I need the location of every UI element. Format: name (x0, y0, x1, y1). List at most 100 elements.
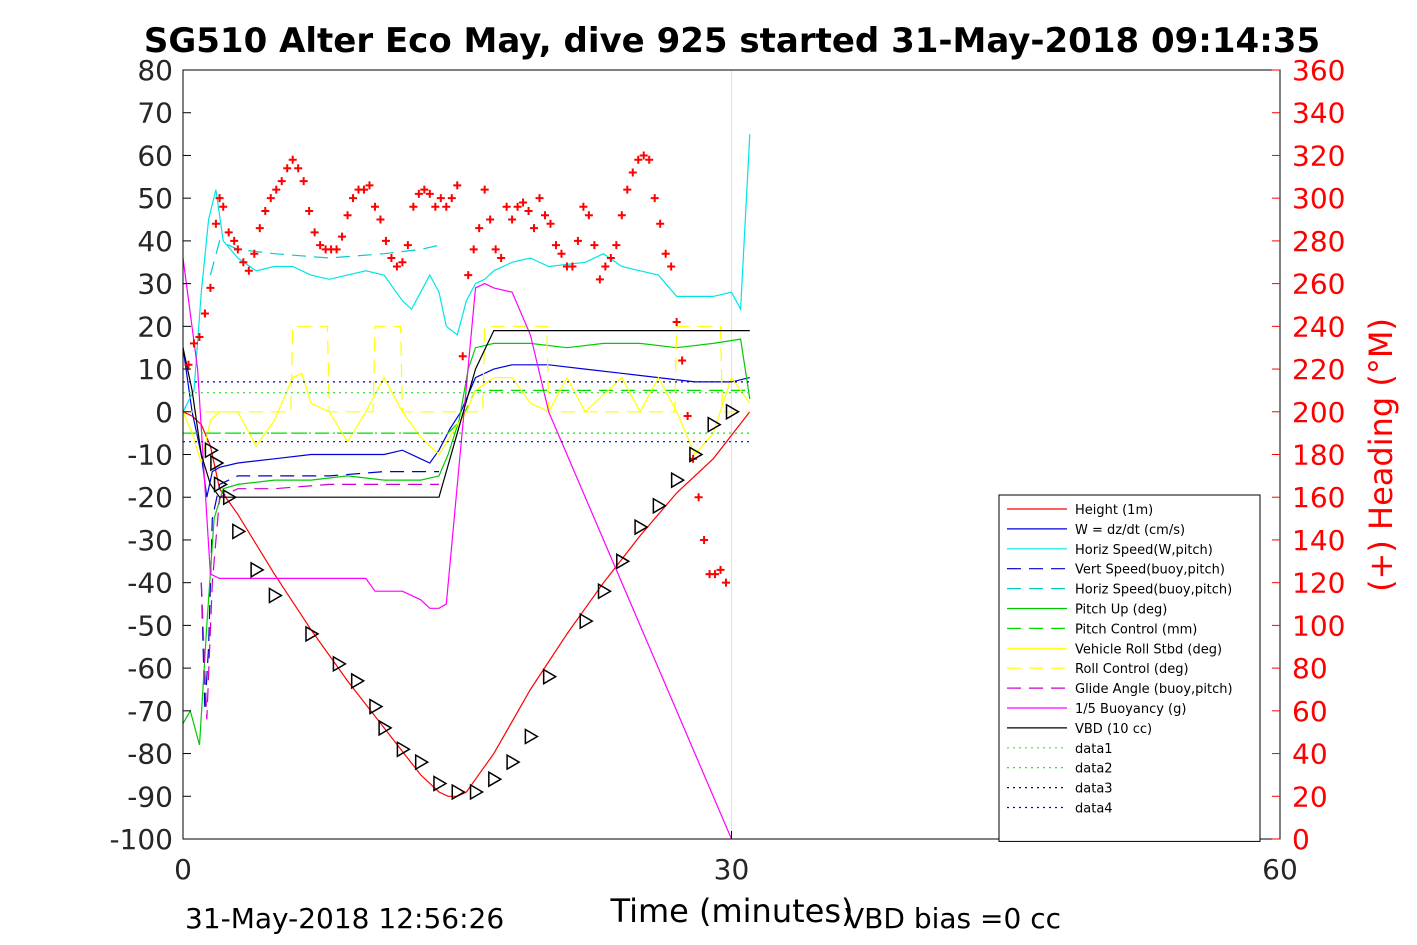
y2-tick-label: 200 (1292, 396, 1345, 429)
y2-tick-label: 180 (1292, 439, 1345, 472)
heading-point (447, 194, 456, 203)
legend: Height (1m) W = dz/dt (cm/s) Horiz Speed(W… (998, 494, 1261, 842)
heading-point (215, 194, 224, 203)
depth-marker (725, 403, 740, 421)
heading-point (486, 215, 495, 224)
heading-point (453, 181, 462, 190)
legend-label: Height (1m) (1075, 503, 1153, 518)
y2-tick-label: 100 (1292, 609, 1345, 642)
heading-point (403, 241, 412, 250)
heading-point (294, 164, 303, 173)
depth-marker (433, 775, 448, 792)
heading-point (601, 262, 610, 271)
legend-label: data2 (1075, 762, 1113, 777)
depth-marker (332, 655, 347, 673)
heading-point (722, 578, 731, 587)
legend-label: data4 (1075, 802, 1113, 817)
y2-tick-label: 360 (1292, 54, 1345, 87)
heading-point (409, 202, 418, 211)
heading-point (189, 339, 198, 348)
y-tick-label: -90 (127, 780, 173, 813)
y-tick-label: 60 (137, 139, 173, 172)
start-time-annotation: 31-May-2018 12:56:26 (185, 902, 504, 935)
depth-marker (579, 612, 594, 630)
heading-point (530, 224, 539, 233)
heading-point (195, 333, 204, 342)
heading-points (184, 151, 731, 587)
y2-tick-label: 60 (1292, 695, 1328, 728)
series-layer (183, 134, 751, 839)
series-line-3 (200, 471, 439, 711)
y2-tick-label: 40 (1292, 738, 1328, 771)
heading-point (376, 215, 385, 224)
heading-point (623, 185, 632, 194)
depth-marker (396, 740, 411, 758)
legend-label: VBD (10 cc) (1075, 722, 1152, 737)
legend-label: data1 (1075, 742, 1113, 757)
heading-point (250, 249, 259, 258)
legend-label: Glide Angle (buoy,pitch) (1075, 682, 1233, 697)
x-axis-label: Time (minutes) (610, 892, 854, 930)
heading-point (310, 228, 319, 237)
y2-tick-label: 20 (1292, 780, 1328, 813)
y-tick-label: -70 (127, 695, 173, 728)
y-tick-label: 20 (137, 310, 173, 343)
heading-point (634, 155, 643, 164)
series-line-2 (183, 134, 751, 413)
legend-label: Roll Control (deg) (1075, 662, 1189, 677)
depth-marker (204, 441, 219, 459)
heading-point (519, 198, 528, 207)
heading-point (239, 258, 248, 267)
depth-marker (542, 668, 558, 685)
y2-tick-label: 340 (1292, 97, 1345, 130)
heading-point (316, 241, 325, 250)
y-tick-label: -20 (127, 481, 173, 514)
y-tick-label: 40 (137, 225, 173, 258)
heading-point (398, 258, 407, 267)
heading-point (678, 356, 687, 365)
heading-point (541, 211, 550, 220)
heading-point (694, 493, 703, 502)
legend-label: 1/5 Buoyancy (g) (1075, 702, 1186, 717)
depth-marker (268, 587, 283, 604)
heading-point (546, 219, 555, 228)
heading-point (230, 236, 239, 245)
heading-point (469, 245, 478, 254)
right-y-axis: 3603403203002802602402202001801601401201… (1272, 54, 1345, 856)
x-axis: 0 30 60 (174, 831, 1298, 886)
series-line-4 (209, 240, 440, 276)
y2-tick-label: 140 (1292, 524, 1345, 557)
depth-marker (634, 518, 649, 536)
heading-point (551, 241, 560, 250)
left-y-axis: 80 70 60 50 40 30 20 10 0 -10 -20 -30 -40 -50 -60 -70 -8… (109, 54, 191, 856)
heading-point (360, 185, 369, 194)
heading-point (568, 262, 577, 271)
series-line-11 (183, 330, 750, 498)
y-tick-label: 50 (137, 182, 173, 215)
depth-marker (597, 582, 613, 600)
heading-point (343, 211, 352, 220)
heading-point (656, 219, 665, 228)
series-line-0 (183, 411, 751, 797)
depth-marker (488, 770, 503, 788)
heading-point (283, 164, 292, 173)
heading-point (305, 206, 314, 215)
heading-point (381, 236, 390, 245)
heading-point (683, 412, 692, 421)
heading-point (667, 262, 676, 271)
y-tick-label: 70 (137, 97, 173, 130)
legend-label: Pitch Up (deg) (1075, 603, 1167, 618)
heading-point (420, 185, 429, 194)
y2-tick-label: 280 (1292, 225, 1345, 258)
y-tick-label: -30 (127, 524, 173, 557)
heading-point (392, 262, 401, 271)
heading-point (458, 352, 467, 361)
heading-point (595, 275, 604, 284)
heading-point (442, 202, 451, 211)
heading-point (425, 189, 434, 198)
depth-marker (232, 523, 247, 540)
heading-point (266, 194, 275, 203)
heading-point (711, 570, 720, 579)
y2-tick-label: 160 (1292, 481, 1345, 514)
y2-tick-label: 120 (1292, 567, 1345, 600)
